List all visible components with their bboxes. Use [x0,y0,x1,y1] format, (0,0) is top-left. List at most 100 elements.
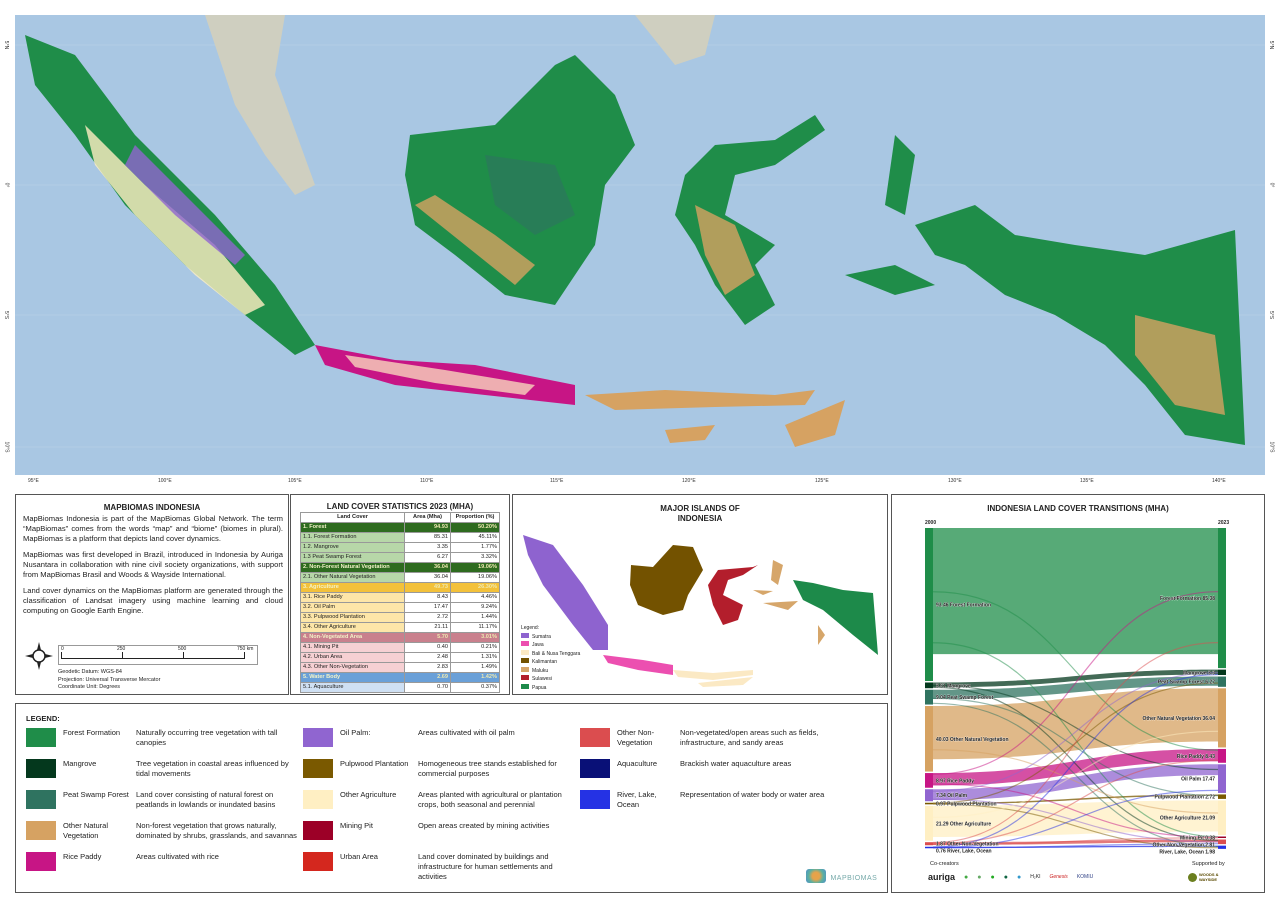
woods-wayside-logo: WOODS & WAYSIDE [1188,872,1221,882]
legend-swatch [26,728,56,747]
cell-prop: 3.32% [450,552,500,563]
sankey-flow [932,642,1219,838]
legend-name: Pulpwood Plantation [340,759,409,768]
sankey-flow [932,673,1219,848]
cell-label: 5. Water Body [300,672,405,683]
table-row: 3. Agriculture 49.73 26.30% [300,582,500,593]
islands-legend-item: Maluku [521,666,580,676]
legend-swatch [26,759,56,778]
cell-label: 1.2. Mangrove [300,542,405,553]
legend-description: Homogeneous tree stands established for … [418,759,557,778]
sankey-flow [932,686,1219,841]
sankey-node [925,706,933,772]
cell-prop: 19.06% [450,562,500,573]
cell-label: 3.1. Rice Paddy [300,592,405,603]
sankey-title: INDONESIA LAND COVER TRANSITIONS (MHA) [987,504,1169,513]
cell-prop: 1.77% [450,542,500,553]
legend-name: Mangrove [63,759,97,768]
sankey-chart: 93.46 Forest Formation 3.51 Mangrove 9.04 … [925,528,1226,855]
sankey-node-label: Pulpwood Plantation 2.72 [1154,795,1215,801]
lon-tick: 105°E [288,478,302,484]
legend-name: Mining Pit [340,821,373,830]
cell-prop: 0.37% [450,682,500,693]
table-row: 4.2. Urban Area 2.48 1.31% [300,652,500,663]
cell-label: 3.2. Oil Palm [300,602,405,613]
lat-tick: 10°S [1268,441,1275,453]
cell-area: 8.43 [404,592,451,603]
lat-tick: 5°N [3,40,10,50]
legend-item: Forest Formation Naturally occurring tree… [26,726,298,754]
table-row: 5. Water Body 2.69 1.42% [300,672,500,683]
cell-area: 85.31 [404,532,451,543]
kalimantan-shape [630,545,703,615]
lon-tick: 120°E [682,478,696,484]
cell-area: 6.27 [404,552,451,563]
cell-prop: 11.17% [450,622,500,633]
sankey-node [925,842,933,846]
cell-label: 2. Non-Forest Natural Vegetation [300,562,405,573]
scale-label: 750 km [237,646,254,652]
sankey-node-label: Oil Palm 17.47 [1181,777,1215,783]
legend-swatch [303,821,333,840]
cell-prop: 1.44% [450,612,500,623]
sankey-node-label: 0.76 River, Lake, Ocean [936,849,992,855]
main-map[interactable] [15,15,1265,475]
sankey-node-label: Other Natural Vegetation 36.04 [1142,716,1215,722]
lat-tick: 0° [3,182,10,188]
supported-label: Supported by [1192,861,1225,867]
legend-description: Brackish water aquaculture areas [680,759,792,768]
sulawesi-landcover [675,115,825,325]
legend-item: Urban Area Land cover dominated by buildi… [303,850,575,881]
swatch [521,666,529,672]
geodetic-datum: Geodetic Datum: WGS-84 [58,669,122,675]
table-row: 1.2. Mangrove 3.35 1.77% [300,542,500,553]
legend-name: Forest Formation [63,728,121,737]
lon-tick: 100°E [158,478,172,484]
north-arrow-icon [25,642,53,670]
islands-legend-item: Papua [521,683,580,693]
legend-name: River, Lake, Ocean [617,790,657,809]
legend-description: Areas cultivated with rice [136,852,219,861]
sankey-node-label: 40.03 Other Natural Vegetation [936,737,1009,743]
sankey-node [1218,669,1226,676]
lat-tick: 0° [1268,182,1275,188]
sankey-flow [932,749,1219,814]
sankey-flow [933,748,1218,786]
legend-swatch [26,790,56,809]
table-row: 2. Non-Forest Natural Vegetation 36.04 19.… [300,562,500,573]
sankey-node [925,682,933,689]
sulawesi-shape [708,565,758,625]
about-paragraph: MapBiomas was first developed in Brazil,… [23,550,283,579]
scale-label: 0 [61,646,64,652]
islands-legend-item: Sulawesi [521,675,580,684]
legend-name: Urban Area [340,852,378,861]
left-year: 2000 [925,520,937,526]
sankey-flow [933,676,1218,699]
cell-prop: 3.01% [450,632,500,643]
legend-item: Other Agriculture Areas planted with agri… [303,788,575,816]
table-row: 4.1. Mining Pit 0.40 0.21% [300,642,500,653]
lon-tick: 115°E [550,478,564,484]
sankey-node-label: 7.34 Oil Palm [936,793,968,799]
legend-name: Other Agriculture [340,790,397,799]
legend-item: Aquaculture Brackish water aquaculture ar… [580,757,852,785]
sankey-flow [933,528,1218,655]
cell-prop: 0.21% [450,642,500,653]
maluku-shape [753,560,825,645]
mapbiomas-logo: MAPBIOMAS [806,867,877,885]
column-header: Proportion (%) [450,512,500,523]
cell-area: 94.93 [404,522,451,533]
sankey-node [925,689,933,705]
legend-name: Oil Palm: [340,728,371,737]
islands-title: MAJOR ISLANDS OF [660,504,740,513]
legend-item: Other Natural Vegetation Non-forest veget… [26,819,298,847]
cell-area: 36.04 [404,572,451,583]
about-panel: MAPBIOMAS INDONESIA MapBiomas Indonesia … [15,494,289,695]
sankey-flow [932,730,1219,819]
cell-prop: 4.46% [450,592,500,603]
islands-legend-title: Legend: [521,625,540,631]
cell-area: 3.35 [404,542,451,553]
table-row: 4.3. Other Non-Vegetation 2.83 1.49% [300,662,500,673]
table-row: 5.1. Aquaculture 0.70 0.37% [300,682,500,693]
sankey-node-label: 21.29 Other Agriculture [936,821,991,827]
